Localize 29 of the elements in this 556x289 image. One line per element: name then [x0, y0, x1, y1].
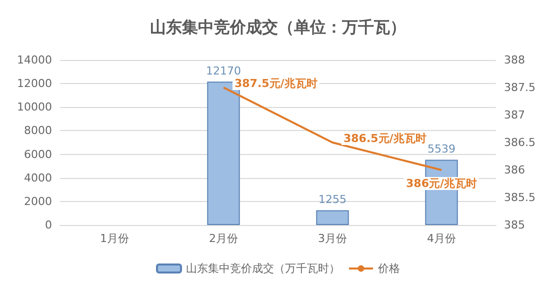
y2-tick-label: 385.5: [504, 191, 536, 204]
data-label: 5539: [428, 142, 456, 156]
y2-tick-label: 388: [504, 54, 525, 66]
y2-tick-label: 387: [504, 108, 525, 122]
x-tick-label: 4月份: [427, 232, 456, 245]
data-label: 387.5元/兆瓦时: [234, 77, 318, 90]
y-tick-label: 0: [45, 218, 52, 232]
data-label: 386元/兆瓦时: [406, 177, 477, 190]
data-label: 386.5元/兆瓦时: [344, 132, 426, 145]
y-tick-label: 2000: [24, 194, 52, 208]
data-label: 12170: [206, 64, 241, 78]
y2-tick-label: 386: [504, 164, 525, 176]
x-tick-label: 3月份: [318, 232, 347, 245]
bar: [316, 210, 349, 225]
y-tick-label: 8000: [24, 124, 52, 138]
x-tick-label: 2月份: [209, 232, 238, 245]
y2-tick-label: 385: [504, 218, 525, 232]
y-tick-label: 14000: [17, 54, 52, 66]
y2-tick-label: 387.5: [504, 81, 536, 94]
x-tick-label: 1月份: [100, 232, 129, 245]
legend-label: 山东集中竞价成交（万千瓦时）: [186, 262, 340, 275]
y-tick-label: 10000: [17, 100, 52, 114]
legend-label: 价格: [377, 262, 400, 275]
data-label: 1255: [318, 193, 346, 206]
y2-tick-label: 386.5: [504, 136, 536, 149]
y-tick-label: 4000: [24, 171, 52, 184]
y-tick-label: 6000: [24, 148, 52, 161]
chart-title: 山东集中竞价成交（单位：万千瓦）: [150, 18, 406, 36]
y-tick-label: 12000: [17, 77, 52, 90]
